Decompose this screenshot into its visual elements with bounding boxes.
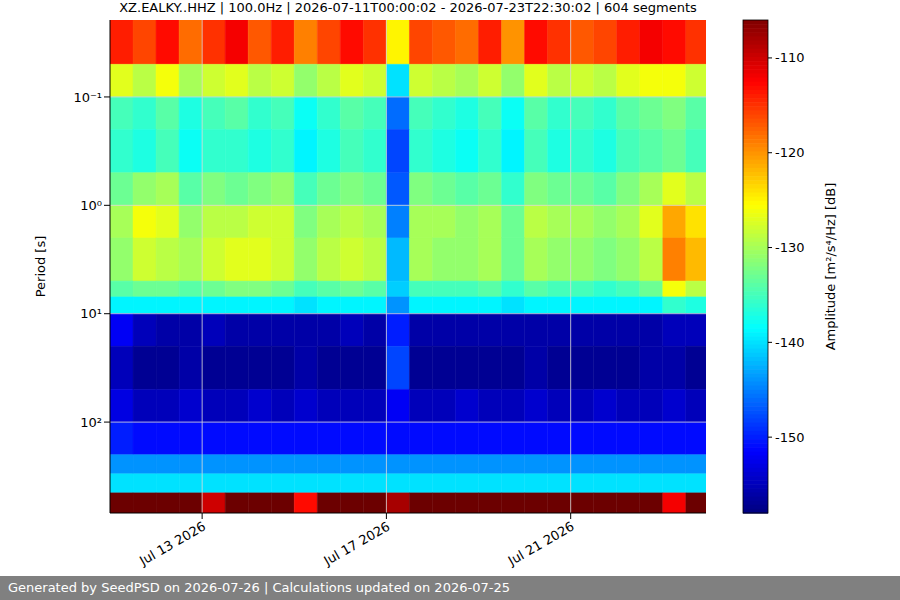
svg-text:Jul 21 2026: Jul 21 2026 <box>505 519 577 569</box>
svg-text:-150: -150 <box>775 430 805 445</box>
svg-text:10⁻¹: 10⁻¹ <box>73 90 102 105</box>
svg-text:-110: -110 <box>775 50 805 65</box>
html-text:Generated by SeedPSD on 2026-0: Generated by SeedPSD on 2026-07-26 | Cal… <box>8 580 510 595</box>
svg-text:10¹: 10¹ <box>80 306 102 321</box>
html-text:XZ.EALKY..HHZ | 100.0Hz | 2026: XZ.EALKY..HHZ | 100.0Hz | 2026-07-11T00:… <box>119 0 697 15</box>
svg-text:10⁰: 10⁰ <box>80 198 102 213</box>
svg-text:-120: -120 <box>775 145 805 160</box>
svg-text:10²: 10² <box>80 415 102 430</box>
svg-text:Amplitude [m²/s⁴/Hz] [dB]: Amplitude [m²/s⁴/Hz] [dB] <box>823 183 838 351</box>
svg-text:-140: -140 <box>775 335 805 350</box>
svg-text:Period [s]: Period [s] <box>33 236 48 298</box>
svg-text:Jul 17 2026: Jul 17 2026 <box>320 519 392 569</box>
svg-text:Jul 13 2026: Jul 13 2026 <box>136 519 208 569</box>
svg-text:-130: -130 <box>775 240 805 255</box>
